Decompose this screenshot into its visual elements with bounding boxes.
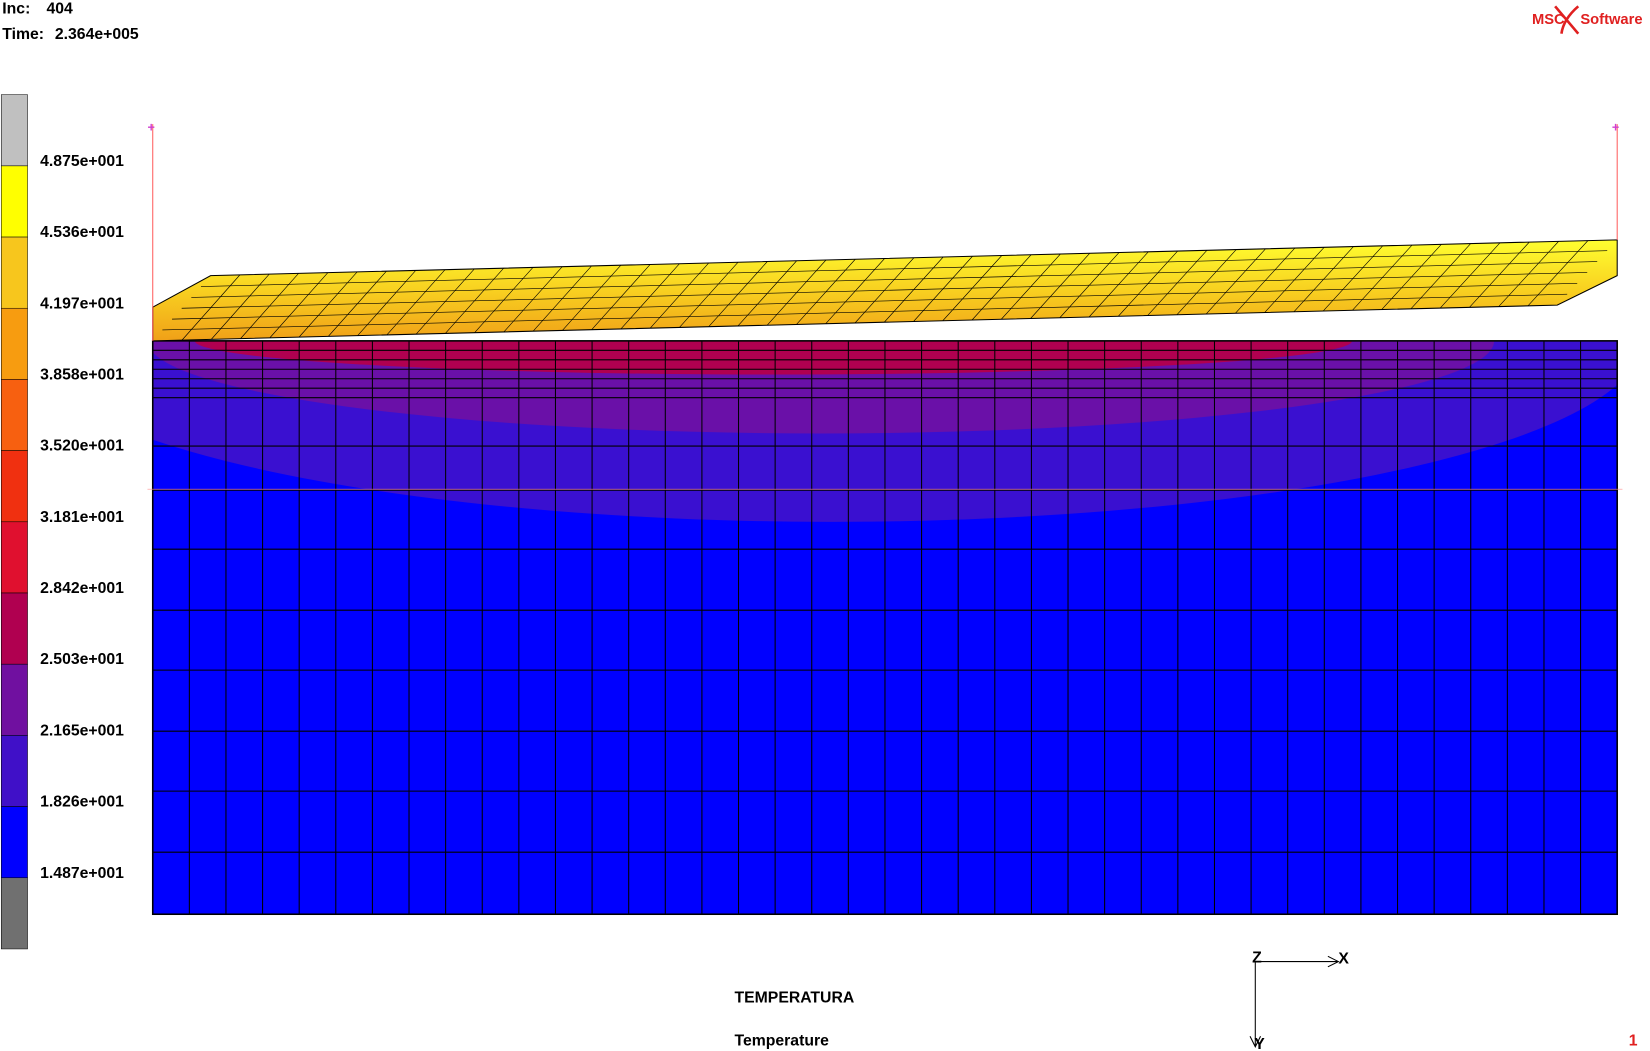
legend-label: 2.165e+001 [40,722,124,739]
legend-band [0,307,28,380]
legend-band [0,165,28,238]
legend-band [0,735,28,807]
legend-label: 4.197e+001 [40,295,124,312]
substrate [152,340,1618,915]
node-marker: + [1612,121,1619,135]
logo-software: Software [1580,12,1642,28]
legend-label: 3.858e+001 [40,366,124,383]
post-variable: Temperature [735,1033,830,1050]
legend-label: 2.842e+001 [40,580,124,597]
time-value: 2.364e+005 [55,26,139,43]
plate-mesh-line [191,261,1598,298]
legend: 4.875e+001 4.536e+001 4.197e+001 3.858e+001… [0,94,124,950]
inc-label: Inc: [2,1,30,18]
legend-band [0,663,28,736]
logo-msc: MSC [1532,12,1565,28]
triad-x: X [1338,951,1349,968]
legend-band [0,521,28,594]
plate-mesh-line [200,250,1608,287]
legend-band [0,94,28,167]
node-marker: + [147,121,154,135]
legend-band [0,592,28,665]
logo-mark [1554,5,1580,35]
legend-band [0,877,28,950]
legend-label: 3.520e+001 [40,438,124,455]
plate-mesh-line [172,283,1578,320]
plate-mesh-line [162,293,1568,331]
legend-label: 1.487e+001 [40,865,124,882]
legend-label: 4.536e+001 [40,224,124,241]
triad-y: Y [1254,1036,1265,1051]
substrate-border [151,340,1618,916]
plate-mesh-line [181,272,1588,309]
legend-label: 3.181e+001 [40,509,124,526]
legend-band [0,450,28,523]
inc-value: 404 [46,1,73,18]
legend-band [0,379,28,451]
legend-label: 2.503e+001 [40,651,124,668]
legend-label: 4.875e+001 [40,153,124,170]
post-title: TEMPERATURA [735,990,855,1007]
window-number: 1 [1629,1033,1638,1050]
axis-triad [1249,955,1340,1048]
legend-band [0,236,28,309]
legend-label: 1.826e+001 [40,794,124,811]
legend-band [0,806,28,879]
time-label: Time: [2,26,44,43]
triad-z: Z [1252,950,1262,967]
